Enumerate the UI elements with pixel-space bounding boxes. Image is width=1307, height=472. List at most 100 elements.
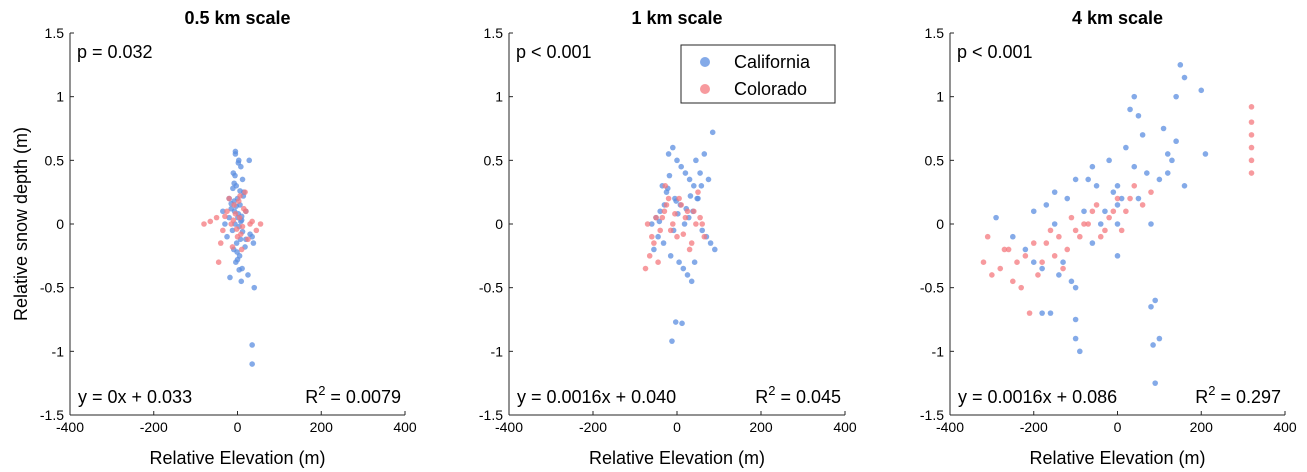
point-california <box>660 240 667 246</box>
point-colorado <box>1248 170 1255 176</box>
point-california <box>1114 253 1121 259</box>
legend: California Colorado <box>680 44 836 104</box>
point-california <box>679 320 685 327</box>
point-california <box>238 278 245 285</box>
point-california <box>249 361 255 367</box>
point-colorado <box>1022 253 1029 259</box>
point-colorado <box>1139 202 1146 208</box>
point-california <box>249 342 255 348</box>
point-colorado <box>224 208 230 215</box>
point-colorado <box>1114 195 1121 202</box>
point-colorado <box>235 198 242 204</box>
point-colorado <box>1051 253 1058 259</box>
point-colorado <box>1030 240 1037 246</box>
y-tick-label: 0.5 <box>925 152 945 168</box>
point-colorado <box>661 208 668 215</box>
point-california <box>1202 151 1209 157</box>
point-california <box>693 157 699 164</box>
point-california <box>1081 208 1087 215</box>
point-california <box>698 183 705 189</box>
point-california <box>676 259 682 266</box>
x-tick-label: -400 <box>936 419 964 435</box>
point-california <box>1089 163 1096 170</box>
point-california <box>1177 62 1184 68</box>
point-california <box>1039 310 1045 316</box>
regression-equation: y = 0x + 0.033 <box>78 387 192 407</box>
point-california <box>701 151 708 157</box>
point-colorado <box>699 221 705 227</box>
point-california <box>1156 335 1163 342</box>
point-colorado <box>233 226 240 232</box>
point-colorado <box>980 259 987 266</box>
point-california <box>678 163 684 170</box>
point-california <box>237 188 243 194</box>
point-colorado <box>239 223 246 230</box>
point-colorado <box>672 211 678 217</box>
point-california <box>227 274 233 281</box>
point-colorado <box>229 244 236 250</box>
x-tick-label: 400 <box>833 419 857 435</box>
point-california <box>1089 240 1096 246</box>
point-california <box>1051 221 1058 227</box>
point-california <box>220 208 226 215</box>
point-colorado <box>1043 240 1050 246</box>
point-colorado <box>1085 221 1091 227</box>
point-california <box>699 227 705 234</box>
point-colorado <box>989 272 995 278</box>
point-california <box>234 256 241 263</box>
point-california <box>1030 208 1037 215</box>
point-california <box>1144 170 1150 176</box>
point-california <box>230 185 236 192</box>
point-california <box>1139 132 1146 138</box>
x-tick-label: -400 <box>495 419 523 435</box>
regression-equation: y = 0.0016x + 0.086 <box>958 387 1117 407</box>
point-colorado <box>701 233 708 240</box>
point-california <box>1051 189 1058 195</box>
point-california <box>686 176 693 183</box>
point-california <box>236 267 242 273</box>
y-tick-label: -0.5 <box>479 280 503 296</box>
point-california <box>231 180 237 187</box>
point-california <box>246 157 253 164</box>
point-colorado <box>1060 265 1066 272</box>
point-colorado <box>688 240 695 246</box>
point-colorado <box>1248 132 1255 138</box>
point-colorado <box>682 214 689 221</box>
point-colorado <box>1248 157 1255 164</box>
point-colorado <box>655 259 661 266</box>
point-colorado <box>1018 284 1024 291</box>
point-colorado <box>1123 208 1129 215</box>
point-california <box>1164 151 1171 157</box>
x-tick-label: -200 <box>579 419 607 435</box>
y-tick-label: 0 <box>495 216 503 232</box>
point-california <box>245 272 251 278</box>
point-california <box>680 265 687 272</box>
point-colorado <box>1056 233 1062 240</box>
x-tick-label: 400 <box>393 419 417 435</box>
legend-label-california: California <box>734 52 811 72</box>
y-tick-label: -1 <box>491 343 504 359</box>
point-colorado <box>1005 246 1012 253</box>
point-colorado <box>667 227 674 234</box>
panel-title: 0.5 km scale <box>184 8 290 28</box>
point-california <box>651 246 657 253</box>
point-colorado <box>237 193 243 199</box>
point-california <box>1160 125 1167 132</box>
point-california <box>235 160 242 166</box>
point-california <box>233 240 240 246</box>
point-colorado <box>1131 183 1138 189</box>
point-california <box>1123 144 1129 151</box>
point-california <box>656 218 663 225</box>
point-california <box>1114 202 1121 208</box>
y-tick-label: 1.5 <box>925 25 945 41</box>
legend-marker-colorado <box>700 84 710 94</box>
point-colorado <box>644 221 651 227</box>
point-colorado <box>674 233 680 240</box>
y-tick-label: 1 <box>56 89 64 105</box>
point-california <box>1106 157 1112 164</box>
point-colorado <box>232 211 239 217</box>
point-california <box>1072 176 1079 183</box>
point-california <box>1030 259 1037 266</box>
point-california <box>707 240 714 246</box>
point-california <box>1010 233 1016 240</box>
